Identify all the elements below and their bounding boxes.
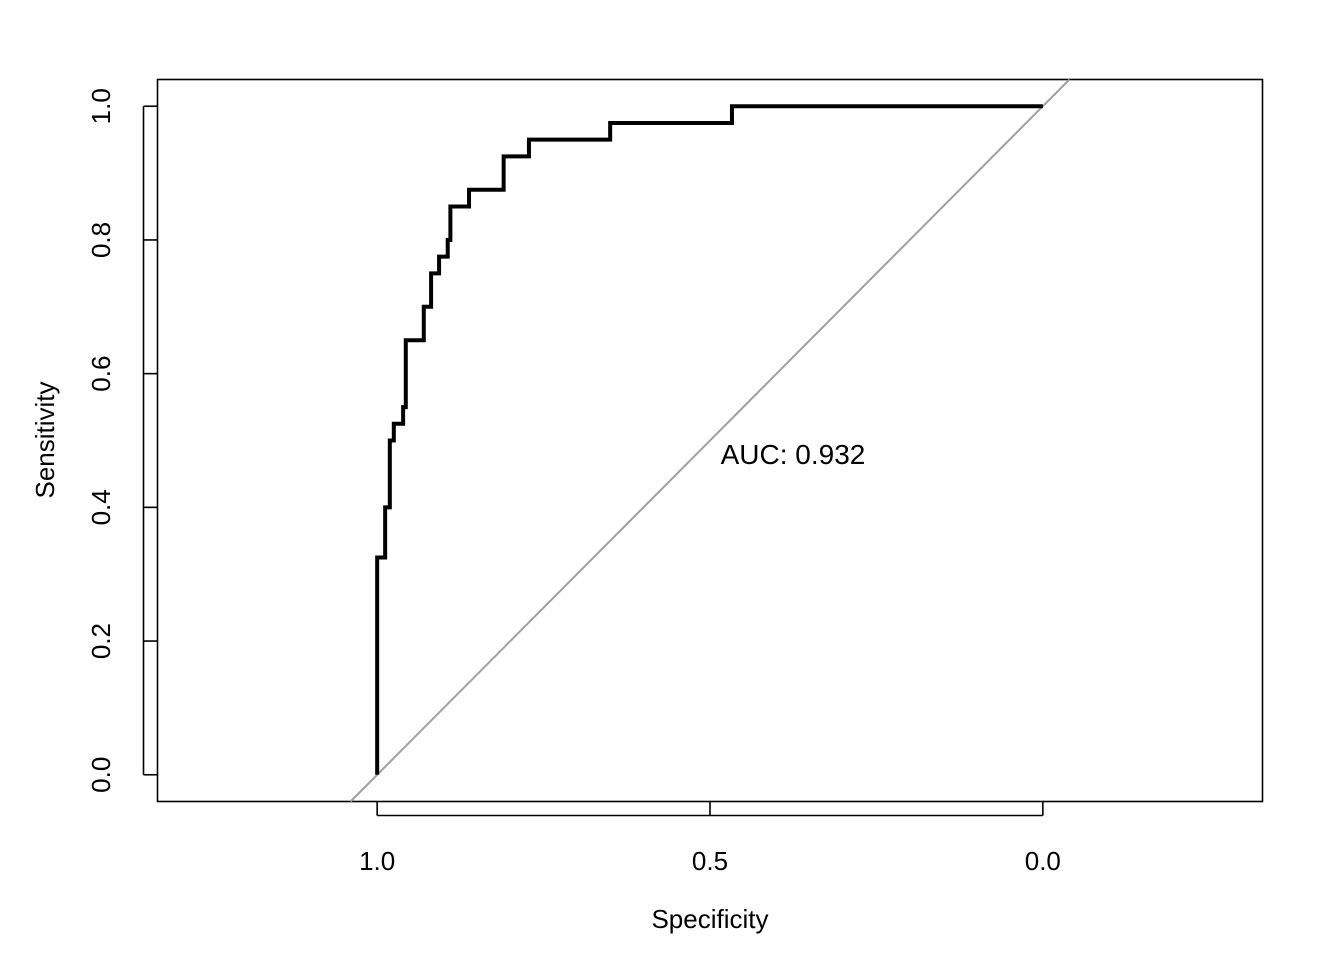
reference-diagonal-line — [349, 78, 1071, 803]
y-tick-label: 1.0 — [86, 88, 116, 124]
x-tick-label: 0.0 — [1025, 846, 1061, 876]
y-tick-label: 0.2 — [86, 623, 116, 659]
x-tick-label: 0.5 — [692, 846, 728, 876]
y-axis-label: Sensitivity — [30, 381, 60, 498]
y-tick-label: 0.6 — [86, 356, 116, 392]
x-tick-label: 1.0 — [359, 846, 395, 876]
roc-curve — [375, 104, 1043, 775]
y-tick-label: 0.8 — [86, 222, 116, 258]
y-tick-label: 0.0 — [86, 757, 116, 793]
auc-annotation: AUC: 0.932 — [721, 439, 866, 470]
y-tick-label: 0.4 — [86, 489, 116, 525]
x-axis-label: Specificity — [651, 904, 768, 934]
